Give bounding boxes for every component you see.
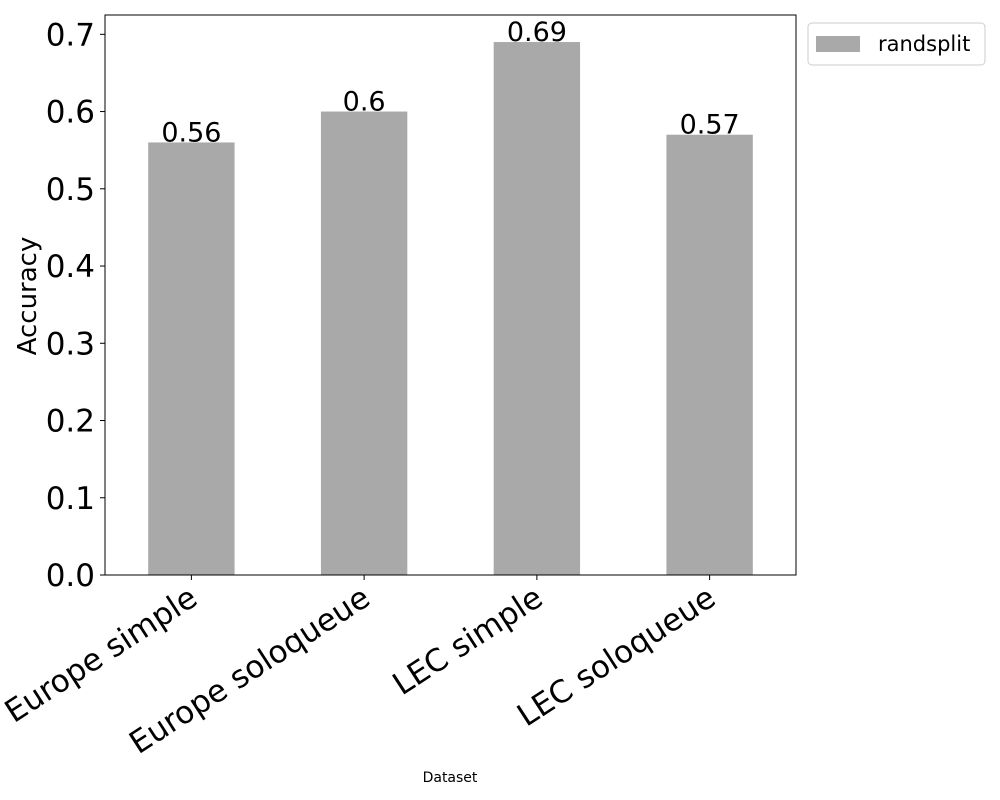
y-tick-label: 0.7 bbox=[46, 17, 95, 53]
x-axis-label: Dataset bbox=[423, 770, 478, 786]
plot-frame bbox=[104, 14, 797, 576]
y-tick-label: 0.3 bbox=[46, 326, 95, 362]
bars-layer bbox=[148, 42, 753, 576]
y-tick-label: 0.0 bbox=[46, 558, 95, 594]
y-tick-label: 0.4 bbox=[46, 249, 95, 285]
bar bbox=[148, 142, 235, 575]
legend: randsplit bbox=[807, 22, 986, 66]
bar-value-label: 0.57 bbox=[680, 110, 740, 141]
y-axis-label: Accuracy bbox=[13, 237, 43, 356]
x-tick-label: LEC simple bbox=[386, 580, 549, 703]
y-tick-label: 0.6 bbox=[46, 95, 95, 131]
legend-label-randsplit: randsplit bbox=[878, 32, 970, 56]
bar-value-label: 0.6 bbox=[343, 87, 386, 118]
bar-value-label: 0.69 bbox=[507, 17, 567, 48]
bar-value-label: 0.56 bbox=[161, 117, 221, 148]
y-tick-label: 0.1 bbox=[46, 481, 95, 517]
y-tick-label: 0.2 bbox=[46, 404, 95, 440]
bar bbox=[666, 134, 753, 576]
y-axis: 0.0 0.1 0.2 0.3 0.4 0.5 0.6 0.7 bbox=[46, 17, 105, 594]
bar bbox=[493, 42, 581, 575]
data-labels-layer: 0.56 0.6 0.69 0.57 bbox=[161, 17, 739, 148]
y-tick-label: 0.5 bbox=[46, 172, 95, 208]
legend-frame bbox=[807, 22, 986, 66]
legend-swatch-randsplit bbox=[816, 36, 860, 52]
bar bbox=[320, 111, 408, 575]
